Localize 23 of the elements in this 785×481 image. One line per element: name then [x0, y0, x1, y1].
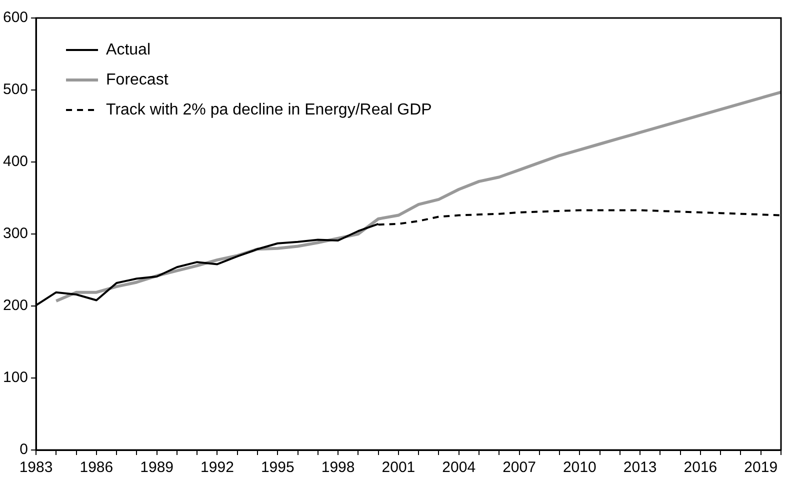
legend-label: Track with 2% pa decline in Energy/Real GDP: [106, 101, 432, 118]
y-tick-label: 100: [2, 369, 28, 386]
x-tick-label: 1995: [260, 459, 294, 476]
x-tick-label: 2016: [684, 459, 718, 476]
legend-label: Actual: [106, 41, 150, 58]
x-tick-label: 2004: [442, 459, 476, 476]
x-tick-label: 1998: [321, 459, 355, 476]
x-tick-label: 2013: [623, 459, 657, 476]
x-tick-label: 1992: [200, 459, 234, 476]
x-tick-label: 1986: [80, 459, 114, 476]
x-tick-label: 2007: [502, 459, 536, 476]
x-tick-label: 2010: [562, 459, 596, 476]
x-tick-label: 1989: [140, 459, 174, 476]
y-tick-label: 400: [2, 153, 28, 170]
y-tick-label: 500: [2, 81, 28, 98]
y-tick-label: 600: [2, 9, 28, 26]
x-tick-label: 2001: [382, 459, 416, 476]
y-tick-label: 200: [2, 297, 28, 314]
x-tick-label: 1983: [19, 459, 53, 476]
x-tick-label: 2019: [744, 459, 778, 476]
y-tick-label: 300: [2, 225, 28, 242]
legend-label: Forecast: [106, 71, 169, 88]
y-tick-label: 0: [20, 441, 28, 458]
